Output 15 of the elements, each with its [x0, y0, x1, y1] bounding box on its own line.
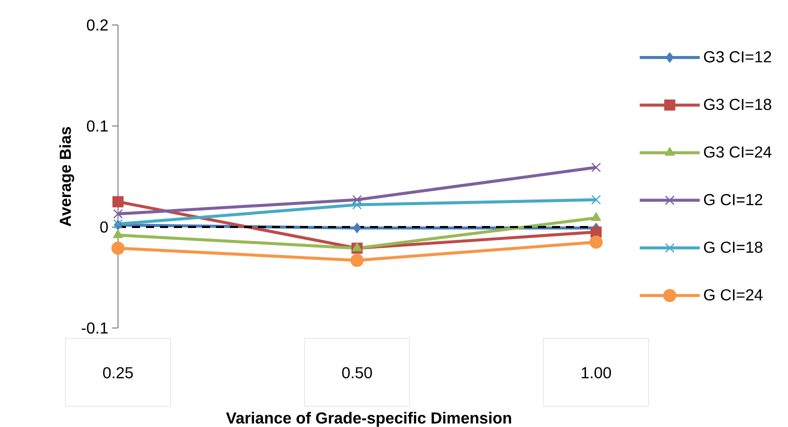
y-tick-label: -0.1	[82, 322, 108, 334]
x-tick-label: 0.50	[342, 367, 372, 378]
y-tick-label: 0.1	[86, 120, 108, 132]
legend-label: G3 CI=24	[704, 146, 772, 158]
y-axis-title: Average Bias	[59, 126, 74, 226]
x-tick-label: 0.25	[103, 367, 133, 378]
legend-label: G CI=24	[704, 289, 763, 300]
legend-label: G CI=12	[704, 194, 762, 206]
x-tick-label: 1.00	[582, 367, 611, 378]
y-tick-label: 0	[100, 221, 108, 233]
legend-label: G3 CI=18	[704, 98, 772, 110]
legend-label: G CI=18	[704, 242, 762, 253]
y-tick-label: 0.2	[86, 19, 108, 31]
legend-label: G3 CI=12	[704, 51, 772, 62]
x-axis-title: Variance of Grade-specific Dimension	[226, 412, 512, 427]
